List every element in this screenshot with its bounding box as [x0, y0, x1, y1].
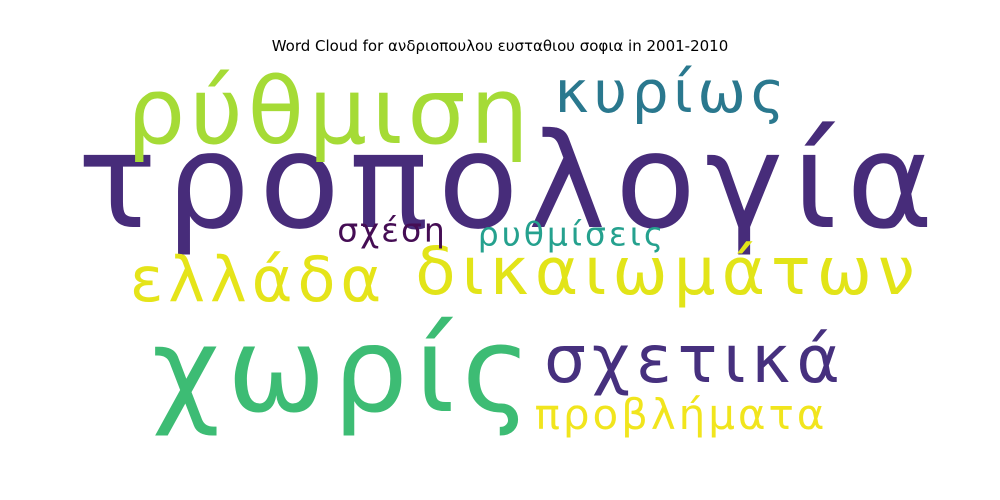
word-cloud-word: κυρίως [554, 58, 790, 126]
word-cloud-word: σχετικά [544, 321, 846, 398]
word-cloud-word: ρύθμιση [126, 58, 534, 165]
chart-title: Word Cloud for ανδριοπουλου ευσταθιου σο… [271, 37, 729, 55]
word-cloud-word: ελλάδα [129, 243, 387, 316]
word-cloud-word: δικαιωμάτων [415, 233, 921, 310]
word-cloud-word: ρυθμίσεις [477, 214, 667, 254]
word-cloud-word: χωρίς [151, 301, 539, 439]
word-cloud-word: σχέση [337, 210, 447, 250]
word-cloud-word: προβλήματα [534, 390, 828, 439]
word-cloud-word: τροπολογία [77, 105, 943, 259]
